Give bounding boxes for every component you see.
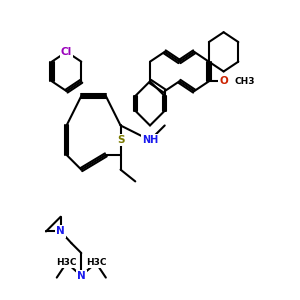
- Text: S: S: [117, 135, 124, 145]
- Text: H3C: H3C: [56, 258, 77, 267]
- Text: O: O: [219, 76, 228, 86]
- Text: N: N: [77, 271, 86, 281]
- Text: Cl: Cl: [61, 47, 72, 57]
- Text: H3C: H3C: [86, 258, 106, 267]
- Text: CH3: CH3: [235, 77, 256, 86]
- Text: N: N: [56, 226, 65, 236]
- Text: NH: NH: [142, 135, 158, 145]
